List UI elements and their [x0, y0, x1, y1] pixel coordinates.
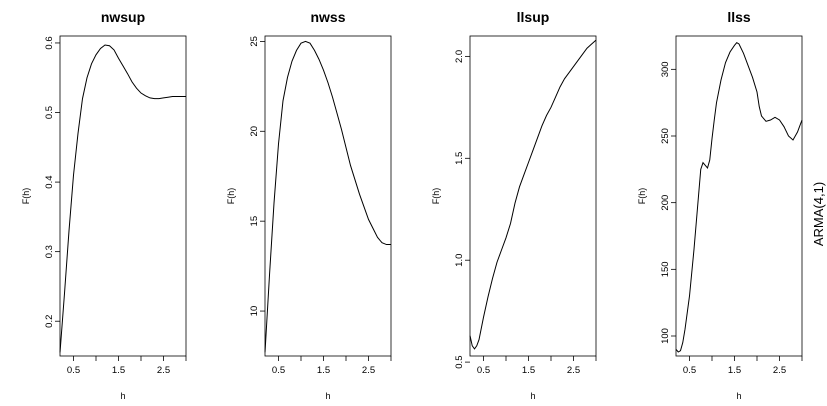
y-tick-label: 300 [660, 61, 671, 77]
y-tick-label: 1.0 [454, 254, 465, 267]
y-tick-label: 25 [249, 36, 260, 47]
y-tick-label: 0.6 [44, 36, 55, 49]
x-tick-label: 0.5 [683, 365, 696, 376]
x-tick-label: 2.5 [362, 365, 375, 376]
panel-llss: llss 0.5 1.5 2.5 100 150 200 250 300 h F(h) [637, 9, 803, 401]
y-tick-label: 250 [660, 128, 671, 144]
x-tick-label: 1.5 [728, 365, 741, 376]
y-tick-label: 0.5 [44, 106, 55, 119]
x-axis-label: h [736, 391, 741, 401]
y-tick-label: 20 [249, 126, 260, 137]
y-tick-label: 0.4 [44, 175, 55, 188]
side-label: ARMA(4,1) [811, 182, 826, 246]
plot-frame [59, 35, 187, 357]
y-tick-label: 1.5 [454, 152, 465, 165]
plot-frame [264, 35, 392, 357]
series-line [469, 39, 597, 350]
panel-nwss: nwss 0.5 1.5 2.5 10 15 20 25 h F(h) [226, 9, 392, 401]
x-tick-label: 2.5 [157, 365, 170, 376]
y-tick-label: 100 [660, 328, 671, 344]
x-tick-label: 2.5 [567, 365, 580, 376]
x-axis-label: h [530, 391, 535, 401]
panel-nwsup: nwsup 0.5 1.5 2.5 0.2 0.3 0.4 0.5 0.6 h F(h) [21, 9, 187, 401]
y-tick-label: 10 [249, 306, 260, 317]
chart-title: llss [727, 9, 751, 25]
x-axis-label: h [325, 391, 330, 401]
y-tick-label: 0.3 [44, 245, 55, 258]
panel-llsup: llsup 0.5 1.5 2.5 0.5 1.0 1.5 2.0 h F(h) [431, 9, 597, 401]
series-line [264, 40, 391, 353]
x-tick-label: 0.5 [477, 365, 490, 376]
y-tick-label: 15 [249, 216, 260, 227]
y-tick-label: 200 [660, 195, 671, 211]
x-tick-label: 2.5 [773, 365, 786, 376]
chart-title: nwsup [101, 9, 145, 25]
series-line [675, 42, 803, 353]
plot-frame [469, 35, 597, 357]
y-axis-label: F(h) [431, 188, 441, 205]
plot-frame [675, 35, 803, 357]
chart-title: llsup [517, 9, 550, 25]
chart-title: nwss [310, 9, 345, 25]
y-axis-label: F(h) [637, 188, 647, 205]
x-tick-label: 0.5 [272, 365, 285, 376]
y-axis-label: F(h) [226, 188, 236, 205]
x-tick-label: 1.5 [522, 365, 535, 376]
x-tick-label: 1.5 [112, 365, 125, 376]
y-tick-label: 150 [660, 261, 671, 277]
y-tick-label: 0.2 [44, 315, 55, 328]
y-axis-label: F(h) [21, 188, 31, 205]
y-tick-label: 0.5 [454, 356, 465, 369]
series-line [59, 44, 186, 353]
x-tick-label: 0.5 [67, 365, 80, 376]
y-tick-label: 2.0 [454, 50, 465, 63]
x-axis-label: h [120, 391, 125, 401]
x-tick-label: 1.5 [317, 365, 330, 376]
